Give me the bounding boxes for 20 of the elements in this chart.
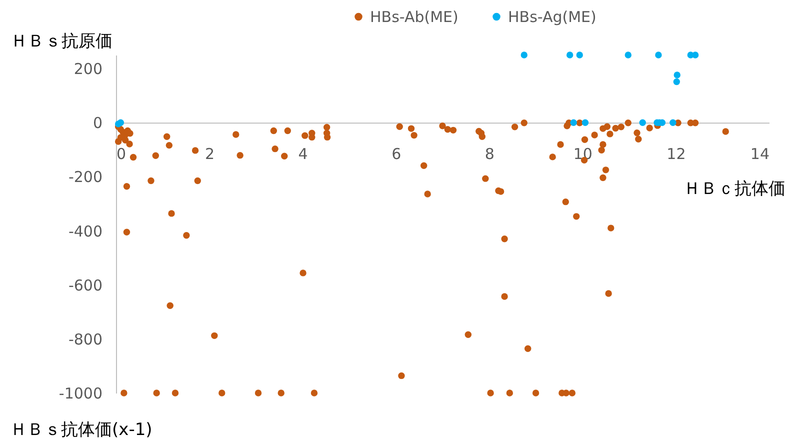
y-tick-label: -200 xyxy=(68,168,102,186)
y-tick-label: -600 xyxy=(68,276,102,294)
x-axis-title: ＨＢｃ抗体価 xyxy=(684,179,786,200)
y-tick-label: 200 xyxy=(74,60,102,78)
y-tick-label: 0 xyxy=(92,114,102,132)
y-tick-label: -1000 xyxy=(58,384,102,402)
x-tick-label: 6 xyxy=(392,145,402,164)
x-tick-label: 8 xyxy=(484,145,494,164)
y-tick-label: -800 xyxy=(68,330,102,348)
y-tick-label: -400 xyxy=(68,222,102,240)
x-tick-label: 14 xyxy=(750,145,770,164)
legend-label: HBs-Ag(ME) xyxy=(508,8,596,26)
text: ＨＢｓ抗体価(x-1) xyxy=(10,420,152,439)
x-tick-label: 4 xyxy=(298,145,308,164)
x-tick-label: 12 xyxy=(666,145,686,164)
x-tick-label: 10 xyxy=(573,145,592,164)
legend-label: HBs-Ab(ME) xyxy=(370,8,458,26)
x-tick-label: 0 xyxy=(116,145,126,164)
y-axis-title: ＨＢｓ抗原価 xyxy=(10,32,112,52)
x-tick-label: 2 xyxy=(205,145,215,164)
